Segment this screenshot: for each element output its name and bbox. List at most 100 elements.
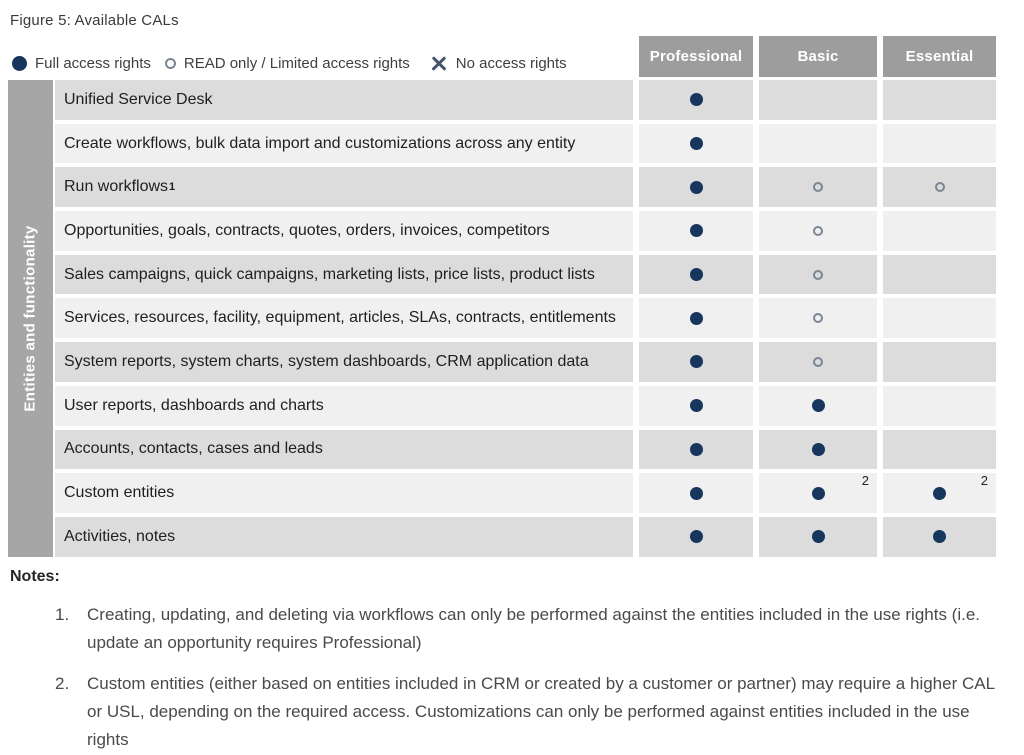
table-row: User reports, dashboards and charts bbox=[55, 385, 996, 426]
full-access-icon bbox=[689, 93, 703, 107]
read-only-icon bbox=[813, 313, 823, 324]
row-label: Unified Service Desk bbox=[55, 80, 633, 120]
full-access-icon bbox=[689, 530, 703, 544]
access-cell-essential bbox=[883, 211, 996, 251]
access-cell-professional bbox=[639, 298, 753, 339]
access-cell-basic bbox=[759, 80, 877, 120]
table-row: Opportunities, goals, contracts, quotes,… bbox=[55, 211, 996, 251]
read-only-icon bbox=[164, 57, 176, 69]
table-header: Professional Basic Essential bbox=[55, 36, 996, 77]
access-cell-essential bbox=[883, 298, 996, 339]
row-label: Opportunities, goals, contracts, quotes,… bbox=[55, 211, 633, 251]
full-access-icon bbox=[689, 224, 703, 238]
access-cell-professional bbox=[639, 123, 753, 164]
read-only-icon bbox=[813, 182, 823, 193]
access-cell-basic bbox=[759, 429, 877, 470]
access-cell-professional bbox=[639, 516, 753, 557]
table-row: Services, resources, facility, equipment… bbox=[55, 298, 996, 339]
full-access-icon bbox=[933, 530, 946, 544]
note-text: Creating, updating, and deleting via wor… bbox=[87, 605, 981, 653]
row-label: Activities, notes bbox=[55, 516, 633, 557]
footnote-marker: 2 bbox=[861, 473, 869, 489]
side-band-label: Entities and functionality bbox=[22, 225, 39, 412]
notes-heading: Notes: bbox=[10, 568, 60, 585]
note-number: 2. bbox=[55, 674, 70, 694]
full-access-icon bbox=[811, 399, 825, 413]
note-item: 2. Custom entities (either based on enti… bbox=[55, 670, 1013, 754]
row-label: Sales campaigns, quick campaigns, market… bbox=[55, 254, 633, 295]
access-cell-basic: 2 bbox=[759, 473, 877, 513]
full-access-icon bbox=[811, 486, 825, 500]
access-cell-essential bbox=[883, 167, 996, 208]
full-access-icon bbox=[689, 442, 703, 456]
table-row: Create workflows, bulk data import and c… bbox=[55, 123, 996, 164]
full-access-icon bbox=[933, 486, 946, 500]
legend-label-read: READ only / Limited access rights bbox=[183, 54, 410, 72]
access-cell-professional bbox=[639, 385, 753, 426]
access-cell-professional bbox=[639, 429, 753, 470]
full-access-icon bbox=[689, 355, 703, 369]
access-cell-professional bbox=[639, 473, 753, 513]
access-cell-basic bbox=[759, 167, 877, 208]
access-cell-basic bbox=[759, 516, 877, 557]
full-access-icon bbox=[689, 180, 703, 194]
full-access-icon bbox=[811, 442, 825, 456]
table-row: Activities, notes bbox=[55, 516, 996, 557]
access-cell-essential bbox=[883, 123, 996, 164]
row-label: Run workflows 1 bbox=[55, 167, 633, 208]
table-row: Unified Service Desk bbox=[55, 80, 996, 120]
full-access-icon bbox=[811, 530, 825, 544]
access-cell-professional bbox=[639, 211, 753, 251]
legend: Full access rights READ only / Limited a… bbox=[12, 50, 567, 76]
row-label: User reports, dashboards and charts bbox=[55, 385, 633, 426]
access-cell-basic bbox=[759, 254, 877, 295]
access-cell-basic bbox=[759, 385, 877, 426]
full-access-icon bbox=[689, 311, 703, 325]
access-cell-essential: 2 bbox=[883, 473, 996, 513]
access-cell-professional bbox=[639, 80, 753, 120]
row-label: Accounts, contacts, cases and leads bbox=[55, 429, 633, 470]
row-label: Custom entities bbox=[55, 473, 633, 513]
read-only-icon bbox=[813, 356, 823, 367]
column-header-basic: Basic bbox=[759, 36, 877, 77]
figure-title: Figure 5: Available CALs bbox=[10, 12, 179, 29]
access-cell-basic bbox=[759, 123, 877, 164]
read-only-icon bbox=[813, 269, 823, 280]
row-label: Services, resources, facility, equipment… bbox=[55, 298, 633, 339]
table-row: Custom entities 2 2 bbox=[55, 473, 996, 513]
note-item: 1. Creating, updating, and deleting via … bbox=[55, 601, 1013, 657]
full-access-icon bbox=[12, 55, 27, 71]
access-cell-basic bbox=[759, 298, 877, 339]
cal-table: Professional Basic Essential Unified Ser… bbox=[55, 36, 996, 561]
table-row: Accounts, contacts, cases and leads bbox=[55, 429, 996, 470]
column-header-professional: Professional bbox=[639, 36, 753, 77]
access-cell-essential bbox=[883, 516, 996, 557]
access-cell-essential bbox=[883, 80, 996, 120]
access-cell-professional bbox=[639, 254, 753, 295]
read-only-icon bbox=[813, 225, 823, 236]
table-row: Run workflows 1 bbox=[55, 167, 996, 208]
note-text: Custom entities (either based on entitie… bbox=[87, 674, 995, 750]
access-cell-basic bbox=[759, 342, 877, 382]
table-row: Sales campaigns, quick campaigns, market… bbox=[55, 254, 996, 295]
full-access-icon bbox=[689, 268, 703, 282]
legend-label-full: Full access rights bbox=[35, 54, 151, 72]
footnote-marker: 1 bbox=[169, 181, 176, 194]
note-number: 1. bbox=[55, 605, 70, 624]
row-label: Create workflows, bulk data import and c… bbox=[55, 123, 633, 164]
access-cell-essential bbox=[883, 429, 996, 470]
table-row: System reports, system charts, system da… bbox=[55, 342, 996, 382]
full-access-icon bbox=[689, 137, 703, 151]
access-cell-professional bbox=[639, 167, 753, 208]
access-cell-essential bbox=[883, 342, 996, 382]
legend-label-none: No access rights bbox=[455, 54, 567, 72]
access-cell-basic bbox=[759, 211, 877, 251]
row-label: System reports, system charts, system da… bbox=[55, 342, 633, 382]
access-cell-professional bbox=[639, 342, 753, 382]
footnote-marker: 2 bbox=[980, 473, 988, 489]
access-cell-essential bbox=[883, 254, 996, 295]
full-access-icon bbox=[689, 486, 703, 500]
full-access-icon bbox=[689, 399, 703, 413]
feature-table-rows: Unified Service Desk Create workflows, bu… bbox=[55, 80, 996, 557]
